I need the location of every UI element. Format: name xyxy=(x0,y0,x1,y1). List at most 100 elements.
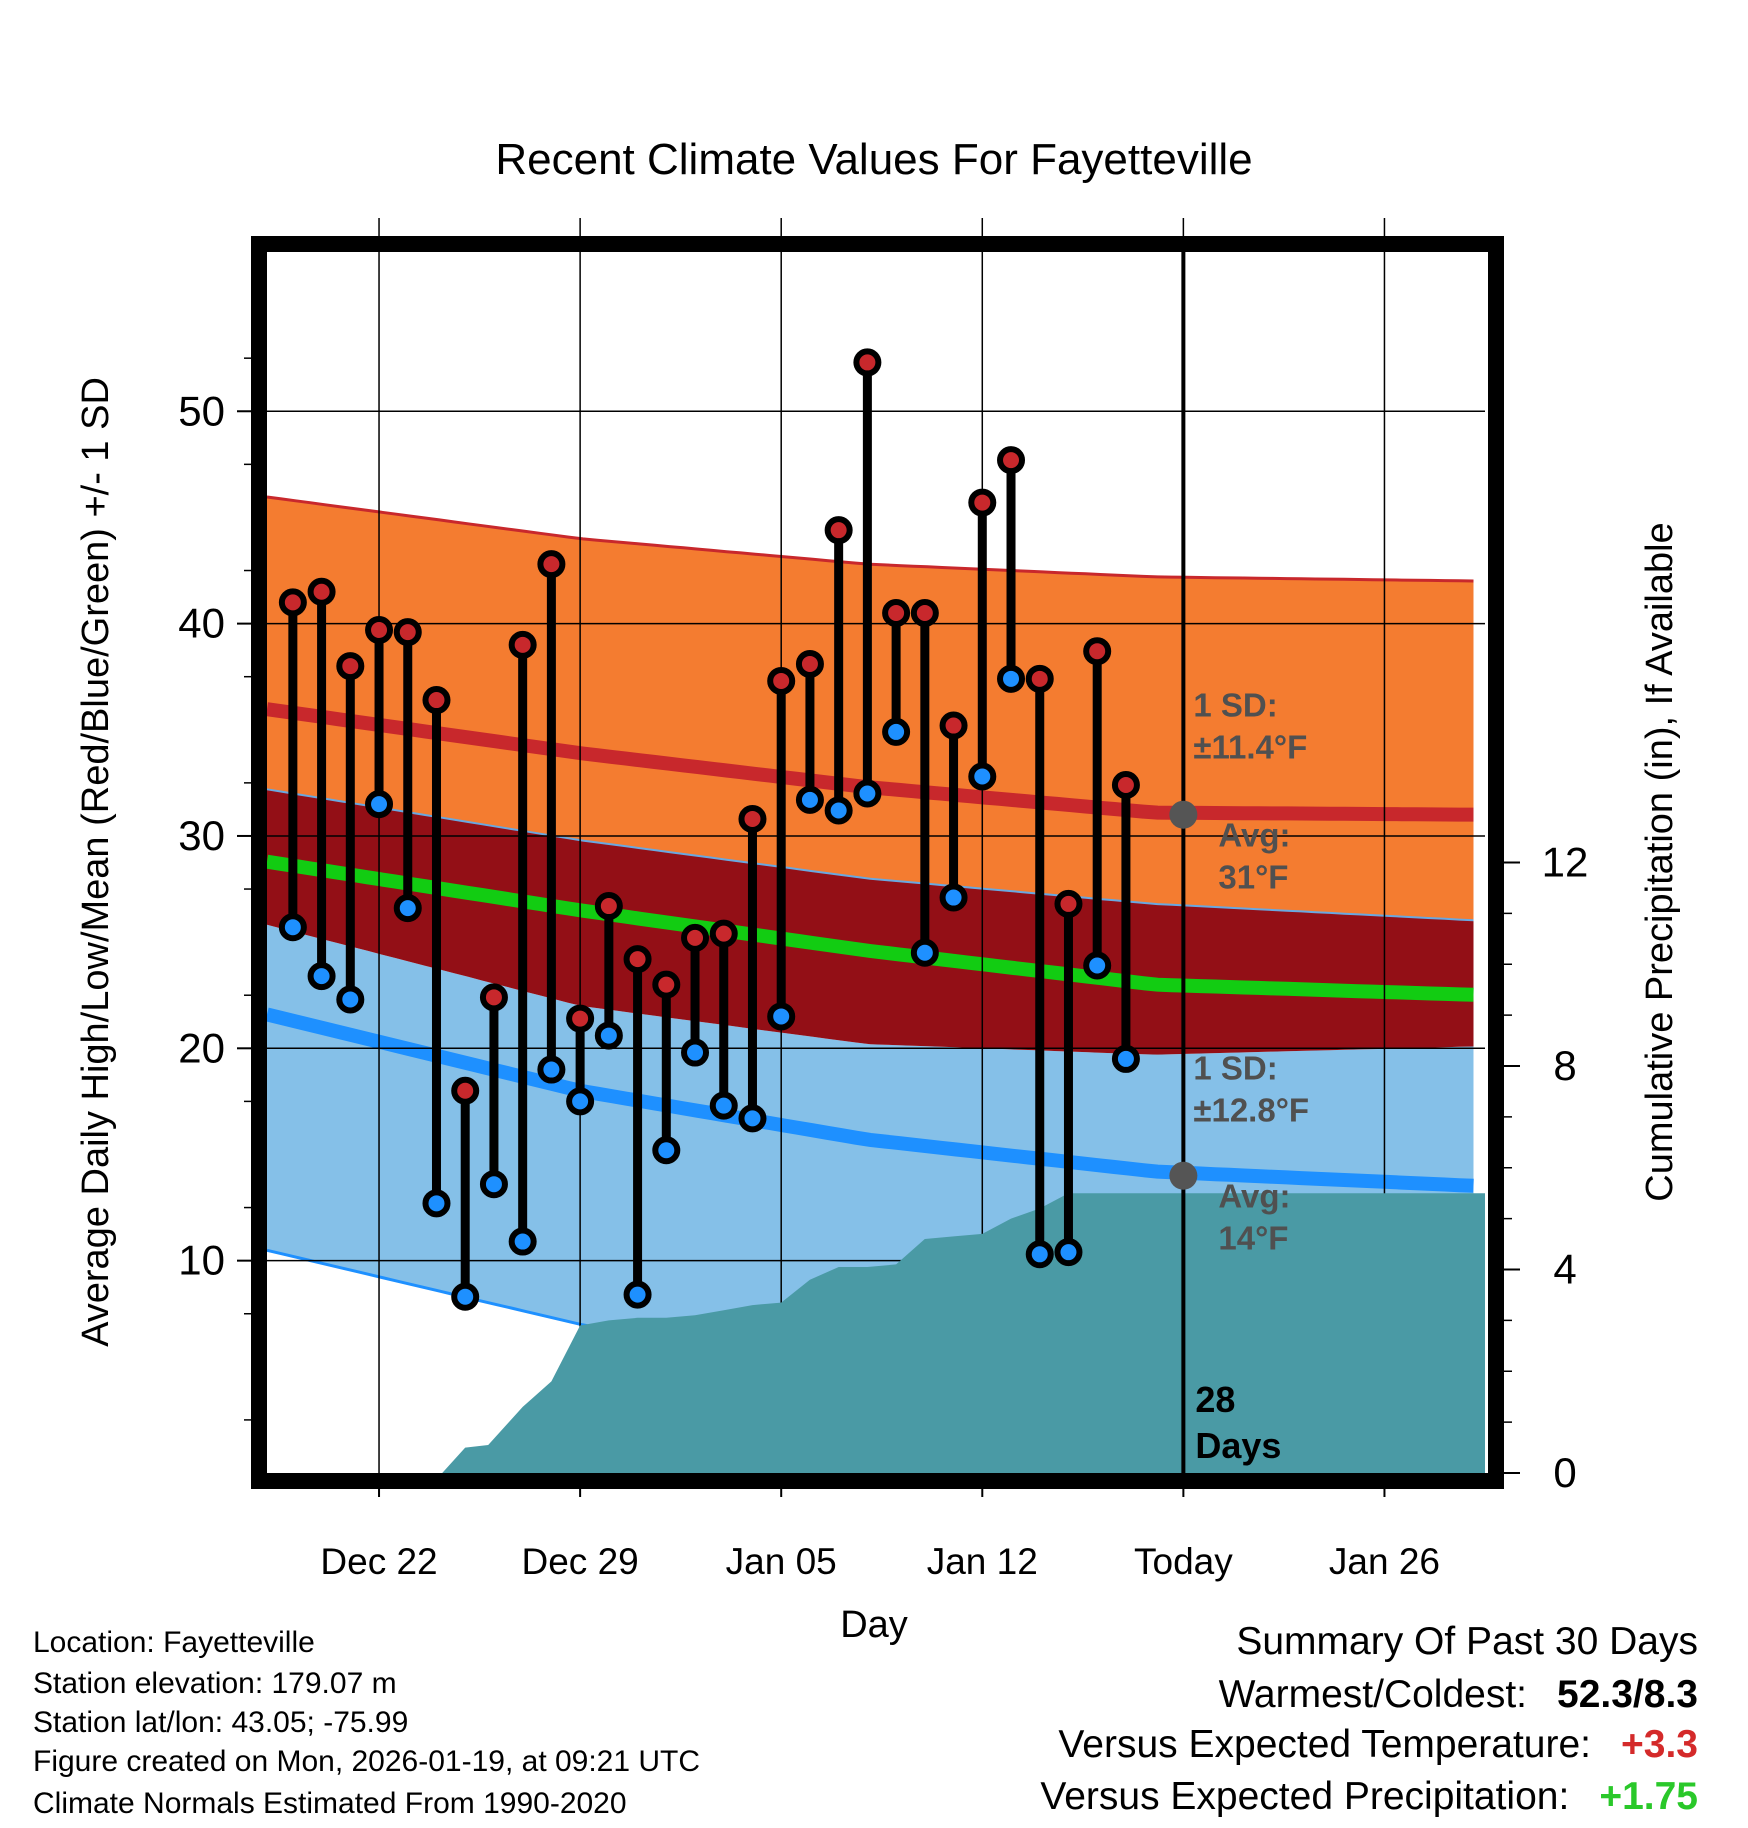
summary-warm-cold: Warmest/Coldest: 52.3/8.3 xyxy=(1219,1673,1698,1717)
low-sd-annotation: 1 SD: ±12.8°F xyxy=(1193,1050,1309,1129)
info-location: Location: Fayetteville xyxy=(33,1626,315,1659)
temp-label: Versus Expected Temperature: xyxy=(1058,1723,1591,1766)
y2-axis-label: Cumulative Precipitation (in), If Availa… xyxy=(1639,522,1681,1201)
x-tick-label: Jan 05 xyxy=(726,1541,837,1582)
plot-frame xyxy=(251,236,1504,1489)
daily-low-point xyxy=(393,894,422,923)
high-avg-annotation: Avg: 31°F xyxy=(1218,817,1290,896)
low-avg-marker xyxy=(1169,1161,1198,1190)
daily-low-point xyxy=(910,938,939,967)
x-tick-label: Jan 12 xyxy=(927,1541,1038,1582)
info-normals: Climate Normals Estimated From 1990-2020 xyxy=(33,1787,627,1820)
warm-cold-value: 52.3/8.3 xyxy=(1557,1673,1698,1716)
info-created: Figure created on Mon, 2026-01-19, at 09… xyxy=(33,1745,701,1778)
y2-tick-label: 0 xyxy=(1553,1449,1576,1496)
daily-high-point xyxy=(479,983,508,1012)
daily-low-point xyxy=(566,1087,595,1116)
daily-low-point xyxy=(1054,1238,1083,1267)
warm-cold-label: Warmest/Coldest: xyxy=(1218,1673,1528,1716)
daily-high-point xyxy=(393,618,422,647)
daily-high-point xyxy=(853,348,882,377)
daily-low-point xyxy=(1083,951,1112,980)
daily-low-point xyxy=(882,717,911,746)
daily-high-point xyxy=(422,686,451,715)
daily-low-point xyxy=(853,779,882,808)
daily-high-point xyxy=(910,598,939,627)
daily-high-point xyxy=(1111,770,1140,799)
daily-low-point xyxy=(278,913,307,942)
y2-tick-label: 8 xyxy=(1553,1042,1576,1089)
daily-low-point xyxy=(652,1136,681,1165)
daily-high-point xyxy=(997,446,1026,475)
summary-precip: Versus Expected Precipitation: +1.75 xyxy=(1040,1775,1698,1819)
low-sd-annotation-line: 1 SD: xyxy=(1193,1050,1277,1087)
daily-low-point xyxy=(1025,1240,1054,1269)
x-tick-label: Jan 26 xyxy=(1329,1541,1440,1582)
daily-high-point xyxy=(652,970,681,999)
daily-low-point xyxy=(336,985,365,1014)
low-sd-annotation-line: ±12.8°F xyxy=(1193,1092,1309,1129)
precip-area xyxy=(442,1193,1486,1473)
daily-low-point xyxy=(1111,1044,1140,1073)
daily-high-point xyxy=(594,892,623,921)
daily-low-point xyxy=(451,1282,480,1311)
y-tick-label: 30 xyxy=(178,812,225,859)
daily-low-point xyxy=(997,664,1026,693)
y-tick-label: 40 xyxy=(178,600,225,647)
days-label: 28 Days xyxy=(1195,1379,1281,1466)
daily-high-point xyxy=(336,652,365,681)
daily-low-point xyxy=(767,1002,796,1031)
daily-high-point xyxy=(709,919,738,948)
y-tick-label: 50 xyxy=(178,387,225,434)
daily-high-point xyxy=(508,630,537,659)
daily-low-point xyxy=(738,1104,767,1133)
days-label-line: 28 xyxy=(1195,1379,1235,1420)
x-tick-label: Today xyxy=(1134,1541,1233,1582)
daily-low-point xyxy=(307,962,336,991)
daily-high-point xyxy=(623,945,652,974)
x-tick-label: Dec 22 xyxy=(320,1541,437,1582)
daily-high-point xyxy=(1025,664,1054,693)
summary-temp: Versus Expected Temperature: +3.3 xyxy=(1058,1723,1698,1767)
precip-value: +1.75 xyxy=(1599,1775,1698,1818)
daily-high-point xyxy=(795,649,824,678)
daily-low-point xyxy=(508,1227,537,1256)
high-sd-lower-line xyxy=(266,788,1474,922)
high-avg-annotation-line: 31°F xyxy=(1218,859,1288,896)
daily-high-point xyxy=(537,550,566,579)
info-elevation: Station elevation: 179.07 m xyxy=(33,1667,397,1700)
low-avg-annotation-line: Avg: xyxy=(1218,1178,1290,1215)
daily-low-point xyxy=(968,762,997,791)
daily-high-point xyxy=(939,711,968,740)
daily-high-point xyxy=(451,1076,480,1105)
daily-low-point xyxy=(623,1280,652,1309)
daily-low-point xyxy=(795,785,824,814)
low-avg-annotation: Avg: 14°F xyxy=(1218,1178,1290,1257)
daily-low-point xyxy=(479,1170,508,1199)
daily-low-point xyxy=(939,883,968,912)
info-latlon: Station lat/lon: 43.05; -75.99 xyxy=(33,1706,409,1739)
normal-mean-line xyxy=(265,854,1474,1002)
daily-high-point xyxy=(824,516,853,545)
precip-label: Versus Expected Precipitation: xyxy=(1040,1775,1570,1818)
daily-low-point xyxy=(365,790,394,819)
daily-high-point xyxy=(767,666,796,695)
daily-low-point xyxy=(537,1055,566,1084)
daily-high-point xyxy=(681,923,710,952)
high-sd-annotation-line: 1 SD: xyxy=(1193,687,1277,724)
y2-tick-label: 4 xyxy=(1553,1246,1576,1293)
temp-value: +3.3 xyxy=(1621,1723,1698,1766)
high-sd-annotation: 1 SD: ±11.4°F xyxy=(1193,687,1307,766)
daily-low-point xyxy=(594,1021,623,1050)
daily-low-point xyxy=(824,796,853,825)
daily-high-point xyxy=(1083,637,1112,666)
high-avg-annotation-line: Avg: xyxy=(1218,817,1290,854)
x-axis-label: Day xyxy=(840,1604,908,1646)
daily-low-point xyxy=(709,1091,738,1120)
y-tick-label: 10 xyxy=(178,1237,225,1284)
y-axis-label: Average Daily High/Low/Mean (Red/Blue/Gr… xyxy=(75,377,117,1347)
low-avg-annotation-line: 14°F xyxy=(1218,1220,1288,1257)
daily-high-point xyxy=(968,488,997,517)
high-avg-marker xyxy=(1169,800,1198,829)
